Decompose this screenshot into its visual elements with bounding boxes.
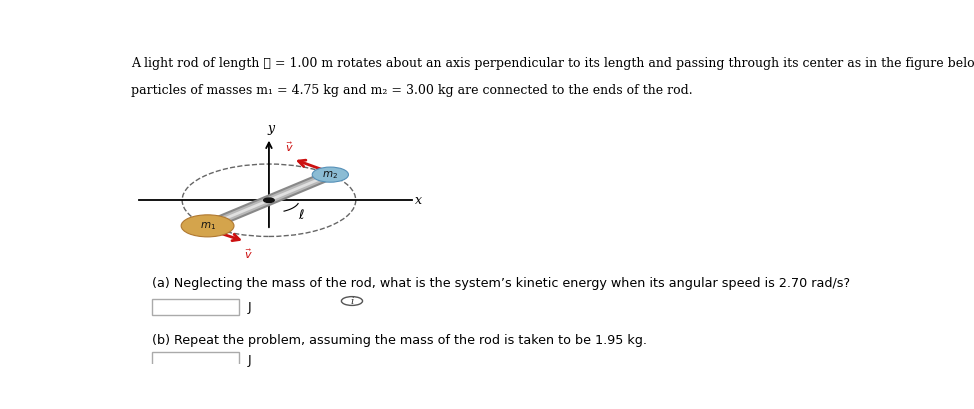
Text: particles of masses m₁ = 4.75 kg and m₂ = 3.00 kg are connected to the ends of t: particles of masses m₁ = 4.75 kg and m₂ … (131, 84, 693, 97)
Text: $m_1$: $m_1$ (200, 220, 215, 232)
Circle shape (313, 167, 349, 182)
FancyBboxPatch shape (152, 299, 239, 315)
Circle shape (264, 198, 275, 202)
Text: $\ell$: $\ell$ (298, 208, 305, 222)
Text: x: x (415, 194, 422, 207)
Circle shape (181, 215, 234, 237)
Text: $\vec{v}$: $\vec{v}$ (244, 247, 253, 261)
Text: J: J (247, 301, 251, 314)
Text: $m_2$: $m_2$ (322, 169, 338, 180)
Circle shape (342, 297, 362, 306)
Text: (b) Repeat the problem, assuming the mass of the rod is taken to be 1.95 kg.: (b) Repeat the problem, assuming the mas… (152, 334, 647, 347)
Text: A light rod of length ℓ = 1.00 m rotates about an axis perpendicular to its leng: A light rod of length ℓ = 1.00 m rotates… (131, 57, 974, 70)
Text: i: i (351, 297, 354, 306)
Text: $\vec{v}$: $\vec{v}$ (284, 141, 293, 154)
Text: y: y (268, 121, 275, 135)
Text: (a) Neglecting the mass of the rod, what is the system’s kinetic energy when its: (a) Neglecting the mass of the rod, what… (152, 277, 850, 290)
FancyBboxPatch shape (152, 353, 239, 369)
Text: J: J (247, 354, 251, 367)
